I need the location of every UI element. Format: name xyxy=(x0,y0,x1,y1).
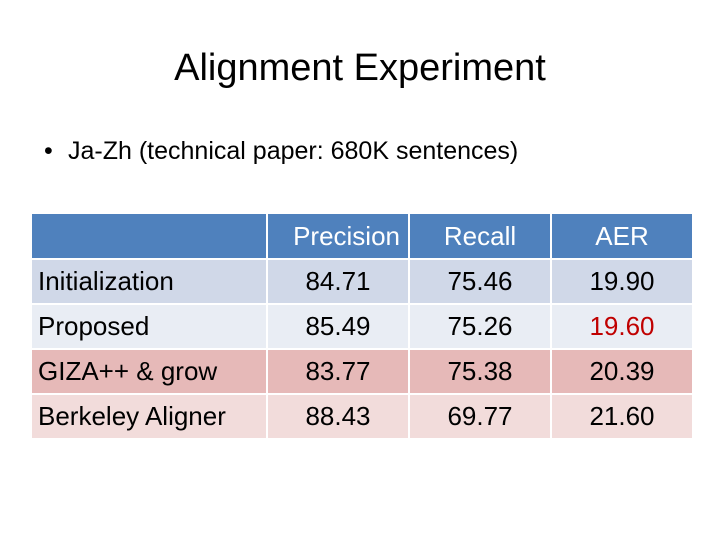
precision-cell: 88.43 xyxy=(268,395,408,438)
row-label: Initialization xyxy=(32,260,266,303)
table-row: GIZA++ & grow 83.77 75.38 20.39 xyxy=(32,350,692,393)
table-header-row: Precision Recall AER xyxy=(32,214,692,258)
recall-cell: 75.38 xyxy=(410,350,550,393)
precision-cell: 85.49 xyxy=(268,305,408,348)
table-row: Initialization 84.71 75.46 19.90 xyxy=(32,260,692,303)
header-aer: AER xyxy=(552,214,692,258)
recall-cell: 75.46 xyxy=(410,260,550,303)
header-precision: Precision xyxy=(268,214,408,258)
row-label: Berkeley Aligner xyxy=(32,395,266,438)
bullet-dot-icon: • xyxy=(44,137,53,165)
row-label: Proposed xyxy=(32,305,266,348)
table-row: Proposed 85.49 75.26 19.60 xyxy=(32,305,692,348)
precision-cell: 83.77 xyxy=(268,350,408,393)
bullet-item: • Ja-Zh (technical paper: 680K sentences) xyxy=(44,132,518,170)
slide-title: Alignment Experiment xyxy=(174,47,546,89)
recall-cell: 69.77 xyxy=(410,395,550,438)
aer-cell: 20.39 xyxy=(552,350,692,393)
precision-cell: 84.71 xyxy=(268,260,408,303)
header-corner xyxy=(32,214,266,258)
results-table: Precision Recall AER Initialization 84.7… xyxy=(30,212,694,440)
table-row: Berkeley Aligner 88.43 69.77 21.60 xyxy=(32,395,692,438)
aer-cell-highlight: 19.60 xyxy=(552,305,692,348)
recall-cell: 75.26 xyxy=(410,305,550,348)
aer-cell: 19.90 xyxy=(552,260,692,303)
bullet-text: Ja-Zh (technical paper: 680K sentences) xyxy=(68,137,519,165)
aer-cell: 21.60 xyxy=(552,395,692,438)
row-label: GIZA++ & grow xyxy=(32,350,266,393)
header-recall: Recall xyxy=(410,214,550,258)
